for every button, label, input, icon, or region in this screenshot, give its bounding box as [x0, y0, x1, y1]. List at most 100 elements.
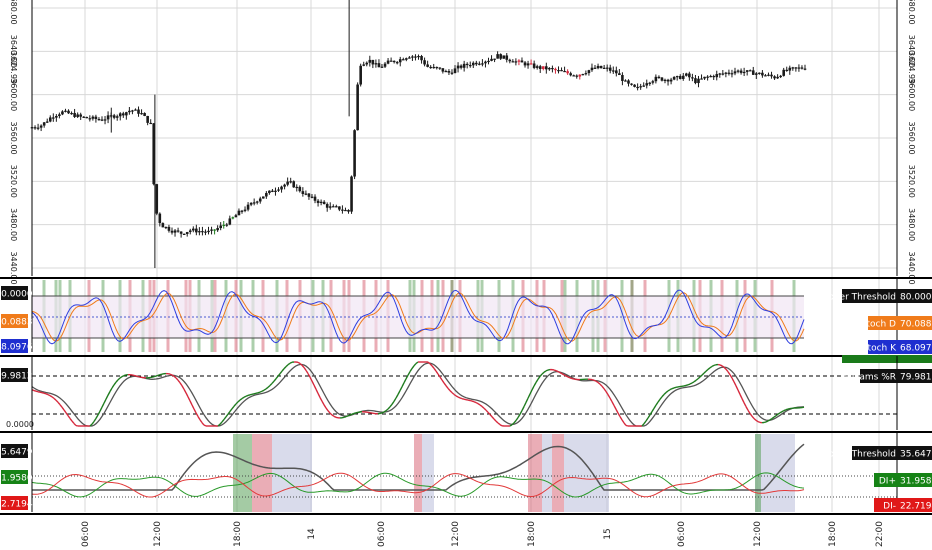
- price-candle-body: [621, 75, 624, 81]
- williams-segment: [199, 419, 203, 424]
- williams-segment: [135, 375, 139, 378]
- price-candle-body: [222, 224, 226, 227]
- stoch-d-line: [31, 292, 805, 342]
- williams-segment: [605, 391, 609, 396]
- price-candle-body: [566, 71, 569, 74]
- price-candle-body: [745, 70, 749, 72]
- williams-segment: [725, 368, 729, 373]
- price-candle-body: [730, 73, 734, 75]
- price-candle-body: [216, 228, 219, 231]
- williams-segment: [727, 371, 731, 376]
- williams-segment: [319, 397, 323, 402]
- williams-segment: [113, 381, 117, 386]
- adx-signal-band: [414, 434, 422, 512]
- price-candle-body: [164, 226, 168, 229]
- williams-segment: [289, 361, 293, 364]
- price-candle-body: [249, 202, 253, 205]
- adx-di-minus-value-right: 22.7194: [900, 502, 932, 512]
- price-candle-body: [362, 64, 366, 66]
- price-candle-body: [651, 81, 655, 83]
- williams-segment: [435, 370, 439, 375]
- price-candle-body: [255, 201, 259, 203]
- williams-segment: [203, 424, 207, 427]
- price-candle-body: [58, 114, 61, 116]
- williams-segment: [607, 394, 611, 399]
- price-candle-body: [672, 77, 676, 80]
- williams-segment: [687, 383, 691, 386]
- williams-segment: [563, 374, 567, 377]
- williams-segment: [245, 394, 249, 397]
- price-axis-label: 3600.00: [9, 78, 18, 111]
- williams-segment: [267, 384, 271, 388]
- price-candle-body: [325, 204, 329, 208]
- williams-segment: [191, 404, 195, 410]
- williams-segment: [197, 416, 201, 421]
- price-candle-body: [657, 76, 661, 79]
- williams-segment: [765, 420, 769, 423]
- williams-segment: [181, 385, 185, 390]
- williams-segment: [491, 416, 495, 420]
- williams-segment: [615, 408, 619, 414]
- price-candle-body: [645, 83, 649, 86]
- price-candle-body: [441, 68, 445, 72]
- williams-segment: [349, 413, 353, 416]
- williams-segment: [345, 415, 349, 418]
- williams-segment: [327, 410, 331, 414]
- williams-segment: [397, 390, 401, 395]
- stoch-k-tag-left: [1, 339, 28, 353]
- price-candle-body: [453, 68, 457, 74]
- williams-segment: [757, 420, 761, 424]
- williams-segment: [59, 404, 63, 408]
- price-candle-body: [511, 61, 515, 63]
- price-candle-body: [465, 63, 469, 66]
- williams-segment: [769, 417, 773, 421]
- williams-segment: [429, 363, 433, 367]
- price-candle-body: [292, 181, 296, 188]
- williams-segment: [483, 407, 487, 411]
- williams-segment: [115, 379, 119, 383]
- williams-zero-label: 0.0000: [6, 420, 34, 429]
- williams-segment: [705, 368, 709, 372]
- price-candle-body: [450, 72, 454, 74]
- price-axis-label: 3680.00: [907, 0, 916, 25]
- price-candle-body: [618, 73, 621, 76]
- price-candle-body: [639, 86, 642, 88]
- price-candle-body: [487, 60, 490, 63]
- price-candle-body: [112, 115, 116, 118]
- price-candle-body: [462, 63, 466, 68]
- price-axis-label: 3640.00: [9, 35, 18, 68]
- williams-segment: [281, 368, 285, 372]
- williams-segment: [447, 387, 451, 392]
- williams-segment: [691, 381, 695, 384]
- price-candle-body: [240, 210, 244, 212]
- williams-segment: [187, 396, 191, 402]
- williams-segment: [63, 409, 67, 414]
- price-candle-body: [660, 77, 664, 81]
- williams-segment: [619, 416, 623, 421]
- price-candle-body: [97, 119, 101, 121]
- williams-segment: [461, 397, 465, 400]
- williams-segment: [159, 373, 163, 376]
- price-candle-body: [298, 186, 302, 192]
- williams-segment: [195, 412, 199, 417]
- williams-segment: [389, 403, 393, 408]
- price-candle-body: [335, 206, 338, 208]
- williams-segment: [45, 393, 49, 396]
- williams-segment: [737, 389, 741, 395]
- price-candle-body: [475, 62, 478, 65]
- price-candle-body: [764, 75, 767, 77]
- price-candle-body: [691, 77, 694, 79]
- williams-segment: [431, 365, 435, 369]
- time-tick-label: 18:00: [233, 521, 243, 547]
- price-candle-body: [438, 67, 442, 69]
- price-candle-body: [207, 230, 210, 233]
- price-candle-body: [572, 75, 576, 77]
- williams-segment: [305, 369, 309, 374]
- williams-segment: [137, 375, 141, 378]
- price-candle-body: [779, 75, 782, 78]
- williams-segment: [311, 380, 315, 386]
- price-candle-body: [758, 72, 761, 74]
- price-candle-body: [520, 60, 524, 63]
- price-axis-label: 3600.00: [907, 78, 916, 111]
